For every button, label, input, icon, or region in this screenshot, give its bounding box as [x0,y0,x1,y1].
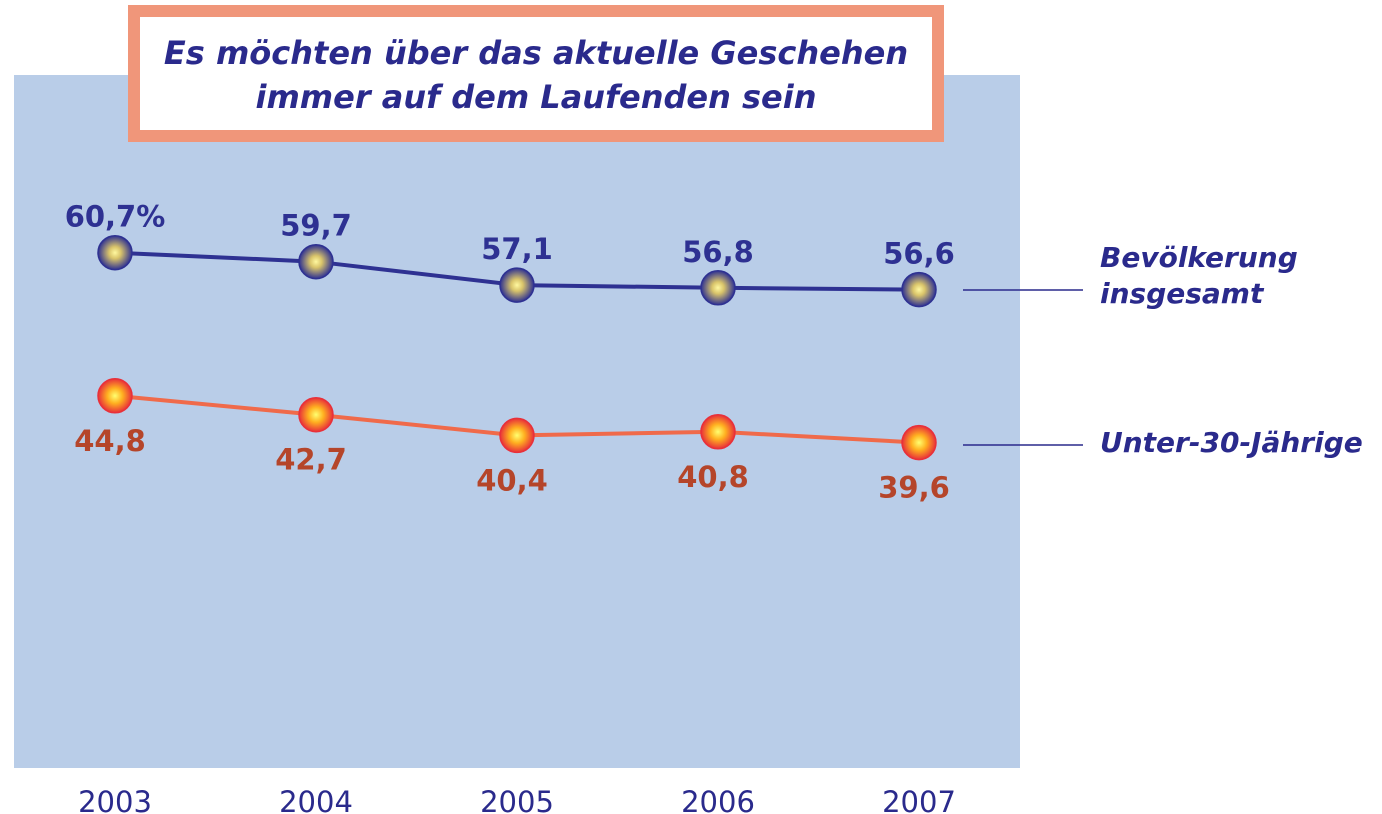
legend-entry: Unter-30-Jährige [1100,426,1363,459]
chart-title: Es möchten über das aktuelle Geschehen [164,34,908,72]
x-tick-label: 2007 [882,785,956,814]
title-box [128,5,944,142]
data-label: 40,8 [677,460,749,494]
data-label: 39,6 [878,471,950,505]
point-marker [700,270,736,306]
point-marker [97,234,133,271]
point-marker [901,271,937,308]
data-label: 60,7% [65,200,166,234]
x-tick-label: 2006 [681,785,755,814]
data-label: 56,6 [883,237,955,271]
data-label: 59,7 [280,209,352,243]
data-label: 56,8 [682,235,754,269]
chart-title: immer auf dem Laufenden sein [255,78,816,116]
point-marker [499,417,535,454]
point-marker [298,243,334,280]
x-tick-label: 2004 [279,785,353,814]
data-label: 44,8 [74,424,146,458]
point-marker [499,267,535,303]
data-label: 40,4 [476,463,548,497]
x-tick-label: 2005 [480,785,554,814]
data-label: 42,7 [275,443,347,477]
x-tick-label: 2003 [78,785,152,814]
point-marker [298,396,334,433]
point-marker [700,414,736,450]
point-marker [97,378,133,414]
legend-entry: Bevölkerung insgesamt [1100,241,1298,310]
data-label: 57,1 [481,232,553,266]
point-marker [901,424,937,461]
